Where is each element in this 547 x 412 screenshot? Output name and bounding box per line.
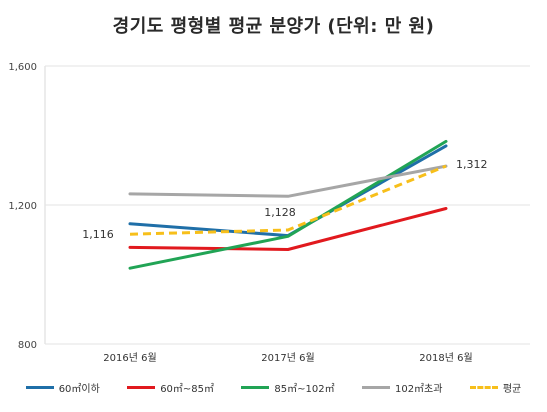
legend-swatch xyxy=(25,385,54,389)
chart-legend: 60㎡이하 60㎡~85㎡ 85㎡~102㎡ 102㎡초과 평균 xyxy=(0,376,547,398)
legend-item: 60㎡이하 xyxy=(25,380,100,395)
legend-item: 102㎡초과 xyxy=(361,380,443,395)
legend-swatch xyxy=(241,385,270,389)
legend-swatch xyxy=(127,385,156,389)
y-tick-label: 800 xyxy=(18,340,37,351)
legend-swatch xyxy=(469,385,498,389)
legend-label: 85㎡~102㎡ xyxy=(274,383,335,395)
legend-item: 85㎡~102㎡ xyxy=(241,380,335,395)
y-tick-label: 1,200 xyxy=(8,201,37,212)
series-line-2 xyxy=(128,207,448,251)
legend-item: 평균 xyxy=(469,380,522,395)
legend-label: 평균 xyxy=(502,383,522,395)
y-tick-label: 1,600 xyxy=(8,62,37,73)
data-label: 1,312 xyxy=(456,158,488,171)
legend-label: 60㎡~85㎡ xyxy=(160,383,215,395)
chart-title: 경기도 평형별 평균 분양가 (단위: 만 원) xyxy=(112,16,435,37)
data-label: 1,116 xyxy=(82,228,114,241)
x-tick-label: 2016년 6월 xyxy=(103,352,156,364)
series-line-3 xyxy=(128,139,448,270)
data-label: 1,128 xyxy=(264,206,296,219)
legend-label: 60㎡이하 xyxy=(58,383,100,395)
series-line-4 xyxy=(128,164,448,198)
legend-label: 102㎡초과 xyxy=(394,383,443,395)
legend-item: 60㎡~85㎡ xyxy=(127,380,214,395)
x-tick-label: 2018년 6월 xyxy=(419,352,472,364)
legend-swatch xyxy=(361,385,390,389)
series-line-5 xyxy=(129,164,447,236)
x-tick-label: 2017년 6월 xyxy=(261,352,314,364)
